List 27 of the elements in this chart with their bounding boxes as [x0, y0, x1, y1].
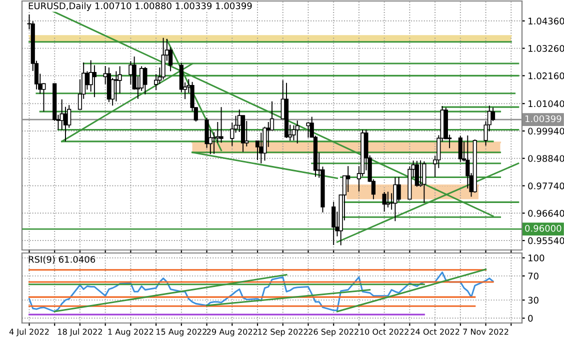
y-tick-label: 1.02160 [528, 72, 564, 80]
y-tick-label: 0 [528, 314, 533, 322]
ref-line-label: 0.96000 [525, 224, 562, 232]
x-tick-label: 12 Sep 2022 [258, 328, 308, 336]
y-tick-label: 30 [528, 296, 538, 304]
annotation: RSI(9) 61.0406 [28, 256, 96, 264]
x-tick-label: 26 Sep 2022 [308, 328, 358, 336]
y-tick-label: 0.96640 [528, 210, 564, 217]
x-tick-label: 24 Oct 2022 [410, 328, 460, 335]
x-tick-label: 10 Oct 2022 [360, 328, 408, 335]
y-tick-label: 100 [528, 254, 544, 262]
x-tick-label: 18 Jul 2022 [58, 328, 102, 336]
chart-title: EURUSD,Daily 1.00710 1.00880 1.00339 1.00399 [28, 2, 252, 11]
y-tick-label: 1.04360 [528, 18, 564, 24]
y-tick-label: 0.98840 [528, 155, 564, 162]
x-tick-label: 4 Jul 2022 [9, 328, 49, 336]
y-tick-label: 0.97740 [528, 182, 564, 190]
y-tick-label: 0.95540 [528, 237, 564, 244]
x-tick-label: 29 Aug 2022 [206, 328, 258, 336]
y-tick-label: 0.99940 [528, 128, 564, 135]
y-tick-label: 70 [528, 272, 538, 280]
x-tick-label: 1 Aug 2022 [108, 328, 154, 336]
x-tick-label: 7 Nov 2022 [463, 328, 508, 335]
y-tick-label: 1.03260 [528, 45, 564, 52]
x-tick-label: 15 Aug 2022 [156, 328, 206, 336]
y-tick-label: 1.01040 [528, 100, 564, 108]
ref-line-label: 1.00399 [525, 115, 562, 122]
